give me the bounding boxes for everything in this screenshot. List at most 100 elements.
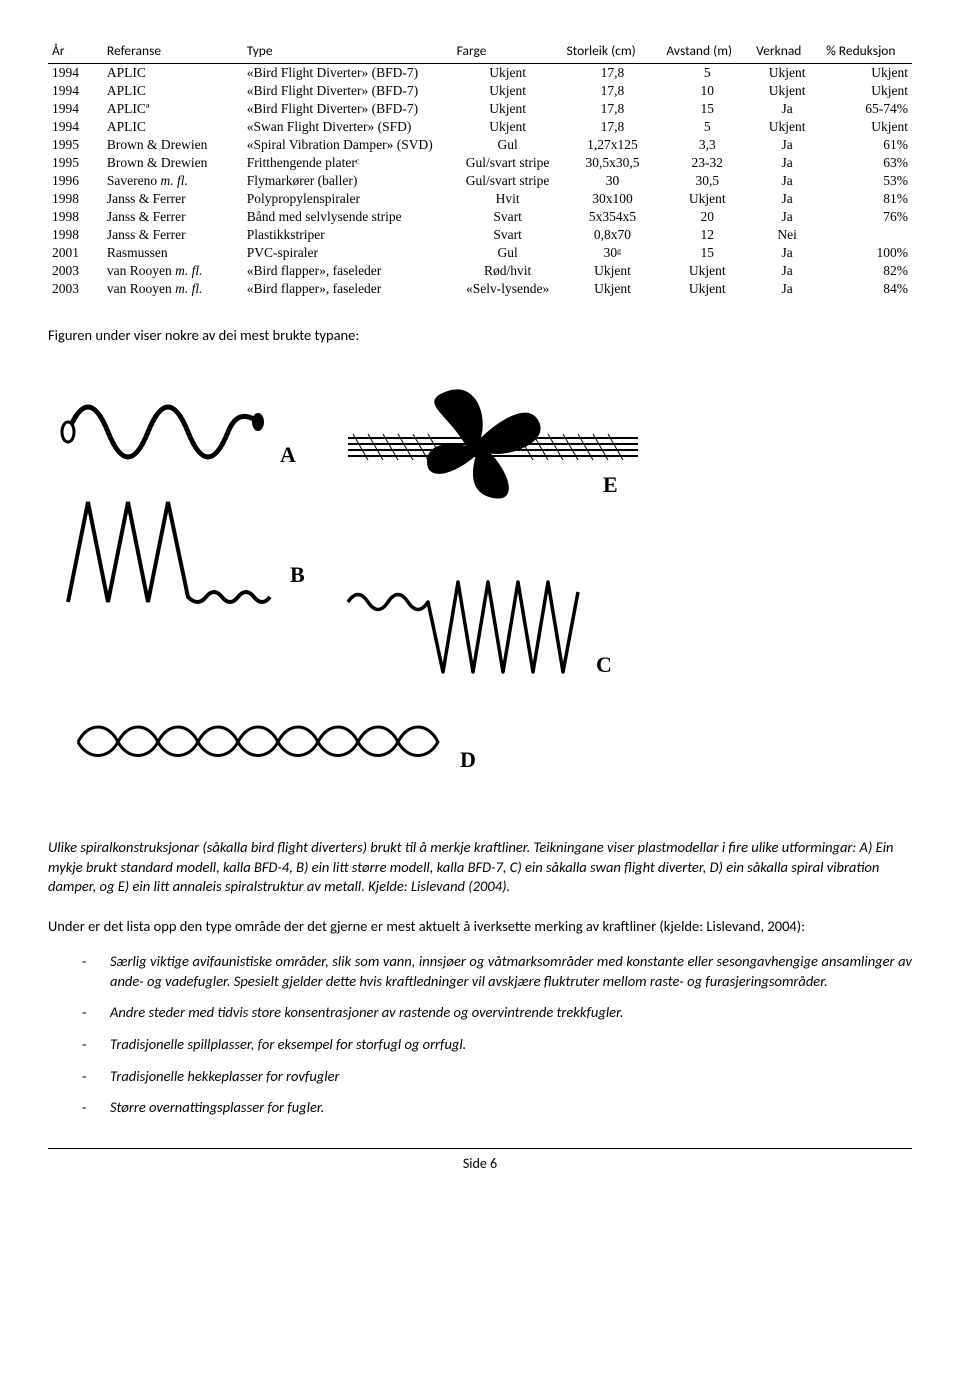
cell: Nei	[752, 226, 822, 244]
cell: 65-74%	[822, 100, 912, 118]
cell: Ukjent	[563, 280, 663, 298]
cell: 2003	[48, 262, 103, 280]
cell: APLIC	[103, 64, 243, 83]
cell: 81%	[822, 190, 912, 208]
shape-e	[348, 390, 638, 497]
cell: «Swan Flight Diverter» (SFD)	[243, 118, 453, 136]
table-row: 2003van Rooyen m. fl.«Bird flapper», fas…	[48, 280, 912, 298]
bullet-list: Særlig viktige avifaunistiske områder, s…	[82, 952, 912, 1117]
label-a: A	[280, 442, 296, 467]
cell: Fritthengende platerᶜ	[243, 154, 453, 172]
cell: 30ᵍ	[563, 244, 663, 262]
cell: Ja	[752, 100, 822, 118]
cell: Ukjent	[822, 82, 912, 100]
label-b: B	[290, 562, 305, 587]
cell: «Bird Flight Diverter» (BFD-7)	[243, 64, 453, 83]
list-item: Andre steder med tidvis store konsentras…	[82, 1003, 912, 1023]
cell: Rød/hvit	[453, 262, 563, 280]
cell: Ukjent	[453, 82, 563, 100]
table-row: 2001RasmussenPVC-spiralerGul30ᵍ15Ja100%	[48, 244, 912, 262]
page-footer: Side 6	[48, 1148, 912, 1172]
list-item: Tradisjonelle hekkeplasser for rovfugler	[82, 1067, 912, 1087]
cell: Janss & Ferrer	[103, 208, 243, 226]
cell: 1996	[48, 172, 103, 190]
cell: 1994	[48, 118, 103, 136]
cell: Ukjent	[563, 262, 663, 280]
cell: «Bird Flight Diverter» (BFD-7)	[243, 82, 453, 100]
table-row: 1994APLICª«Bird Flight Diverter» (BFD-7)…	[48, 100, 912, 118]
cell: Ukjent	[822, 118, 912, 136]
cell: Gul	[453, 136, 563, 154]
cell: Ukjent	[453, 100, 563, 118]
cell: 20	[662, 208, 752, 226]
cell: 53%	[822, 172, 912, 190]
cell: 1994	[48, 100, 103, 118]
cell: 3,3	[662, 136, 752, 154]
cell: 100%	[822, 244, 912, 262]
table-row: 2003van Rooyen m. fl.«Bird flapper», fas…	[48, 262, 912, 280]
cell: Ja	[752, 190, 822, 208]
cell: Ja	[752, 280, 822, 298]
cell: 5x354x5	[563, 208, 663, 226]
cell: 0,8x70	[563, 226, 663, 244]
table-row: 1998Janss & FerrerPolypropylenspiralerHv…	[48, 190, 912, 208]
table-row: 1998Janss & FerrerPlastikkstriperSvart0,…	[48, 226, 912, 244]
cell: Gul	[453, 244, 563, 262]
cell: 1995	[48, 154, 103, 172]
table-row: 1994APLIC«Swan Flight Diverter» (SFD)Ukj…	[48, 118, 912, 136]
list-item: Særlig viktige avifaunistiske områder, s…	[82, 952, 912, 991]
cell: 1998	[48, 226, 103, 244]
cell: Ja	[752, 208, 822, 226]
cell: 30,5	[662, 172, 752, 190]
cell: 15	[662, 100, 752, 118]
cell: 17,8	[563, 100, 663, 118]
cell: 2001	[48, 244, 103, 262]
cell: Ja	[752, 154, 822, 172]
cell: 30,5x30,5	[563, 154, 663, 172]
data-table: ÅrReferanseTypeFargeStorleik (cm)Avstand…	[48, 40, 912, 298]
cell: Ukjent	[662, 190, 752, 208]
col-header: Referanse	[103, 40, 243, 64]
table-row: 1996Savereno m. fl.Flymarkører (baller)G…	[48, 172, 912, 190]
cell: PVC-spiraler	[243, 244, 453, 262]
cell: 15	[662, 244, 752, 262]
cell: APLICª	[103, 100, 243, 118]
cell: «Selv-lysende»	[453, 280, 563, 298]
cell: 84%	[822, 280, 912, 298]
cell: 82%	[822, 262, 912, 280]
cell: Plastikkstriper	[243, 226, 453, 244]
cell: Janss & Ferrer	[103, 190, 243, 208]
cell: Ukjent	[752, 118, 822, 136]
col-header: Storleik (cm)	[563, 40, 663, 64]
table-body: 1994APLIC«Bird Flight Diverter» (BFD-7)U…	[48, 64, 912, 299]
cell: 1995	[48, 136, 103, 154]
cell: Hvit	[453, 190, 563, 208]
cell: Rasmussen	[103, 244, 243, 262]
table-row: 1995Brown & Drewien«Spiral Vibration Dam…	[48, 136, 912, 154]
cell: Bånd med selvlysende stripe	[243, 208, 453, 226]
cell: 5	[662, 118, 752, 136]
shape-c	[348, 582, 578, 672]
cell: Ukjent	[662, 280, 752, 298]
cell: 30x100	[563, 190, 663, 208]
cell: APLIC	[103, 82, 243, 100]
shape-a	[62, 407, 264, 457]
col-header: Type	[243, 40, 453, 64]
cell: Brown & Drewien	[103, 154, 243, 172]
diverter-figure: A E B C D	[48, 372, 648, 802]
col-header: Avstand (m)	[662, 40, 752, 64]
list-item: Tradisjonelle spillplasser, for eksempel…	[82, 1035, 912, 1055]
cell: Gul/svart stripe	[453, 154, 563, 172]
cell: Ukjent	[453, 64, 563, 83]
cell: 1994	[48, 82, 103, 100]
cell: Ja	[752, 262, 822, 280]
cell: Gul/svart stripe	[453, 172, 563, 190]
cell	[822, 226, 912, 244]
table-row: 1995Brown & DrewienFritthengende platerᶜ…	[48, 154, 912, 172]
cell: «Spiral Vibration Damper» (SVD)	[243, 136, 453, 154]
cell: 17,8	[563, 118, 663, 136]
table-row: 1998Janss & FerrerBånd med selvlysende s…	[48, 208, 912, 226]
cell: 63%	[822, 154, 912, 172]
label-d: D	[460, 747, 476, 772]
cell: Brown & Drewien	[103, 136, 243, 154]
